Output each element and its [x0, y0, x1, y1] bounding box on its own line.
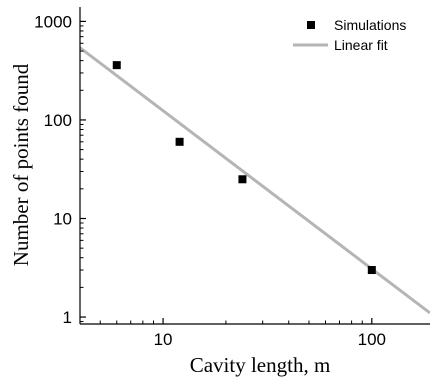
simulation-point — [175, 137, 184, 146]
simulation-point — [238, 175, 247, 184]
y-axis-title: Number of points found — [9, 63, 33, 266]
legend-label-linear-fit: Linear fit — [334, 37, 388, 53]
legend: Simulations Linear fit — [293, 17, 406, 53]
fit-layer — [80, 46, 430, 315]
y-tick-label: 1 — [63, 308, 72, 327]
simulation-point — [112, 61, 121, 70]
y-tick-label: 10 — [53, 209, 72, 228]
legend-marker-simulations — [307, 21, 315, 29]
x-tick-label: 10 — [154, 330, 173, 349]
linear-fit-line — [80, 46, 430, 315]
plot-area — [80, 46, 430, 315]
x-tick-label: 100 — [358, 330, 386, 349]
simulation-point — [367, 266, 376, 275]
ticks: 1 10 100 1000 10 100 — [34, 12, 386, 349]
y-tick-label: 1000 — [34, 12, 72, 31]
y-tick-label: 100 — [44, 111, 72, 130]
legend-label-simulations: Simulations — [334, 17, 406, 33]
x-axis-title: Cavity length, m — [190, 353, 331, 377]
points-layer — [112, 61, 376, 275]
axes — [79, 7, 430, 325]
